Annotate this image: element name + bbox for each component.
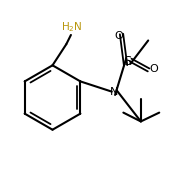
Text: S: S <box>123 55 131 68</box>
Text: N: N <box>110 87 118 97</box>
Text: O: O <box>150 64 158 74</box>
Text: O: O <box>114 31 123 41</box>
Text: H$_2$N: H$_2$N <box>61 20 83 34</box>
